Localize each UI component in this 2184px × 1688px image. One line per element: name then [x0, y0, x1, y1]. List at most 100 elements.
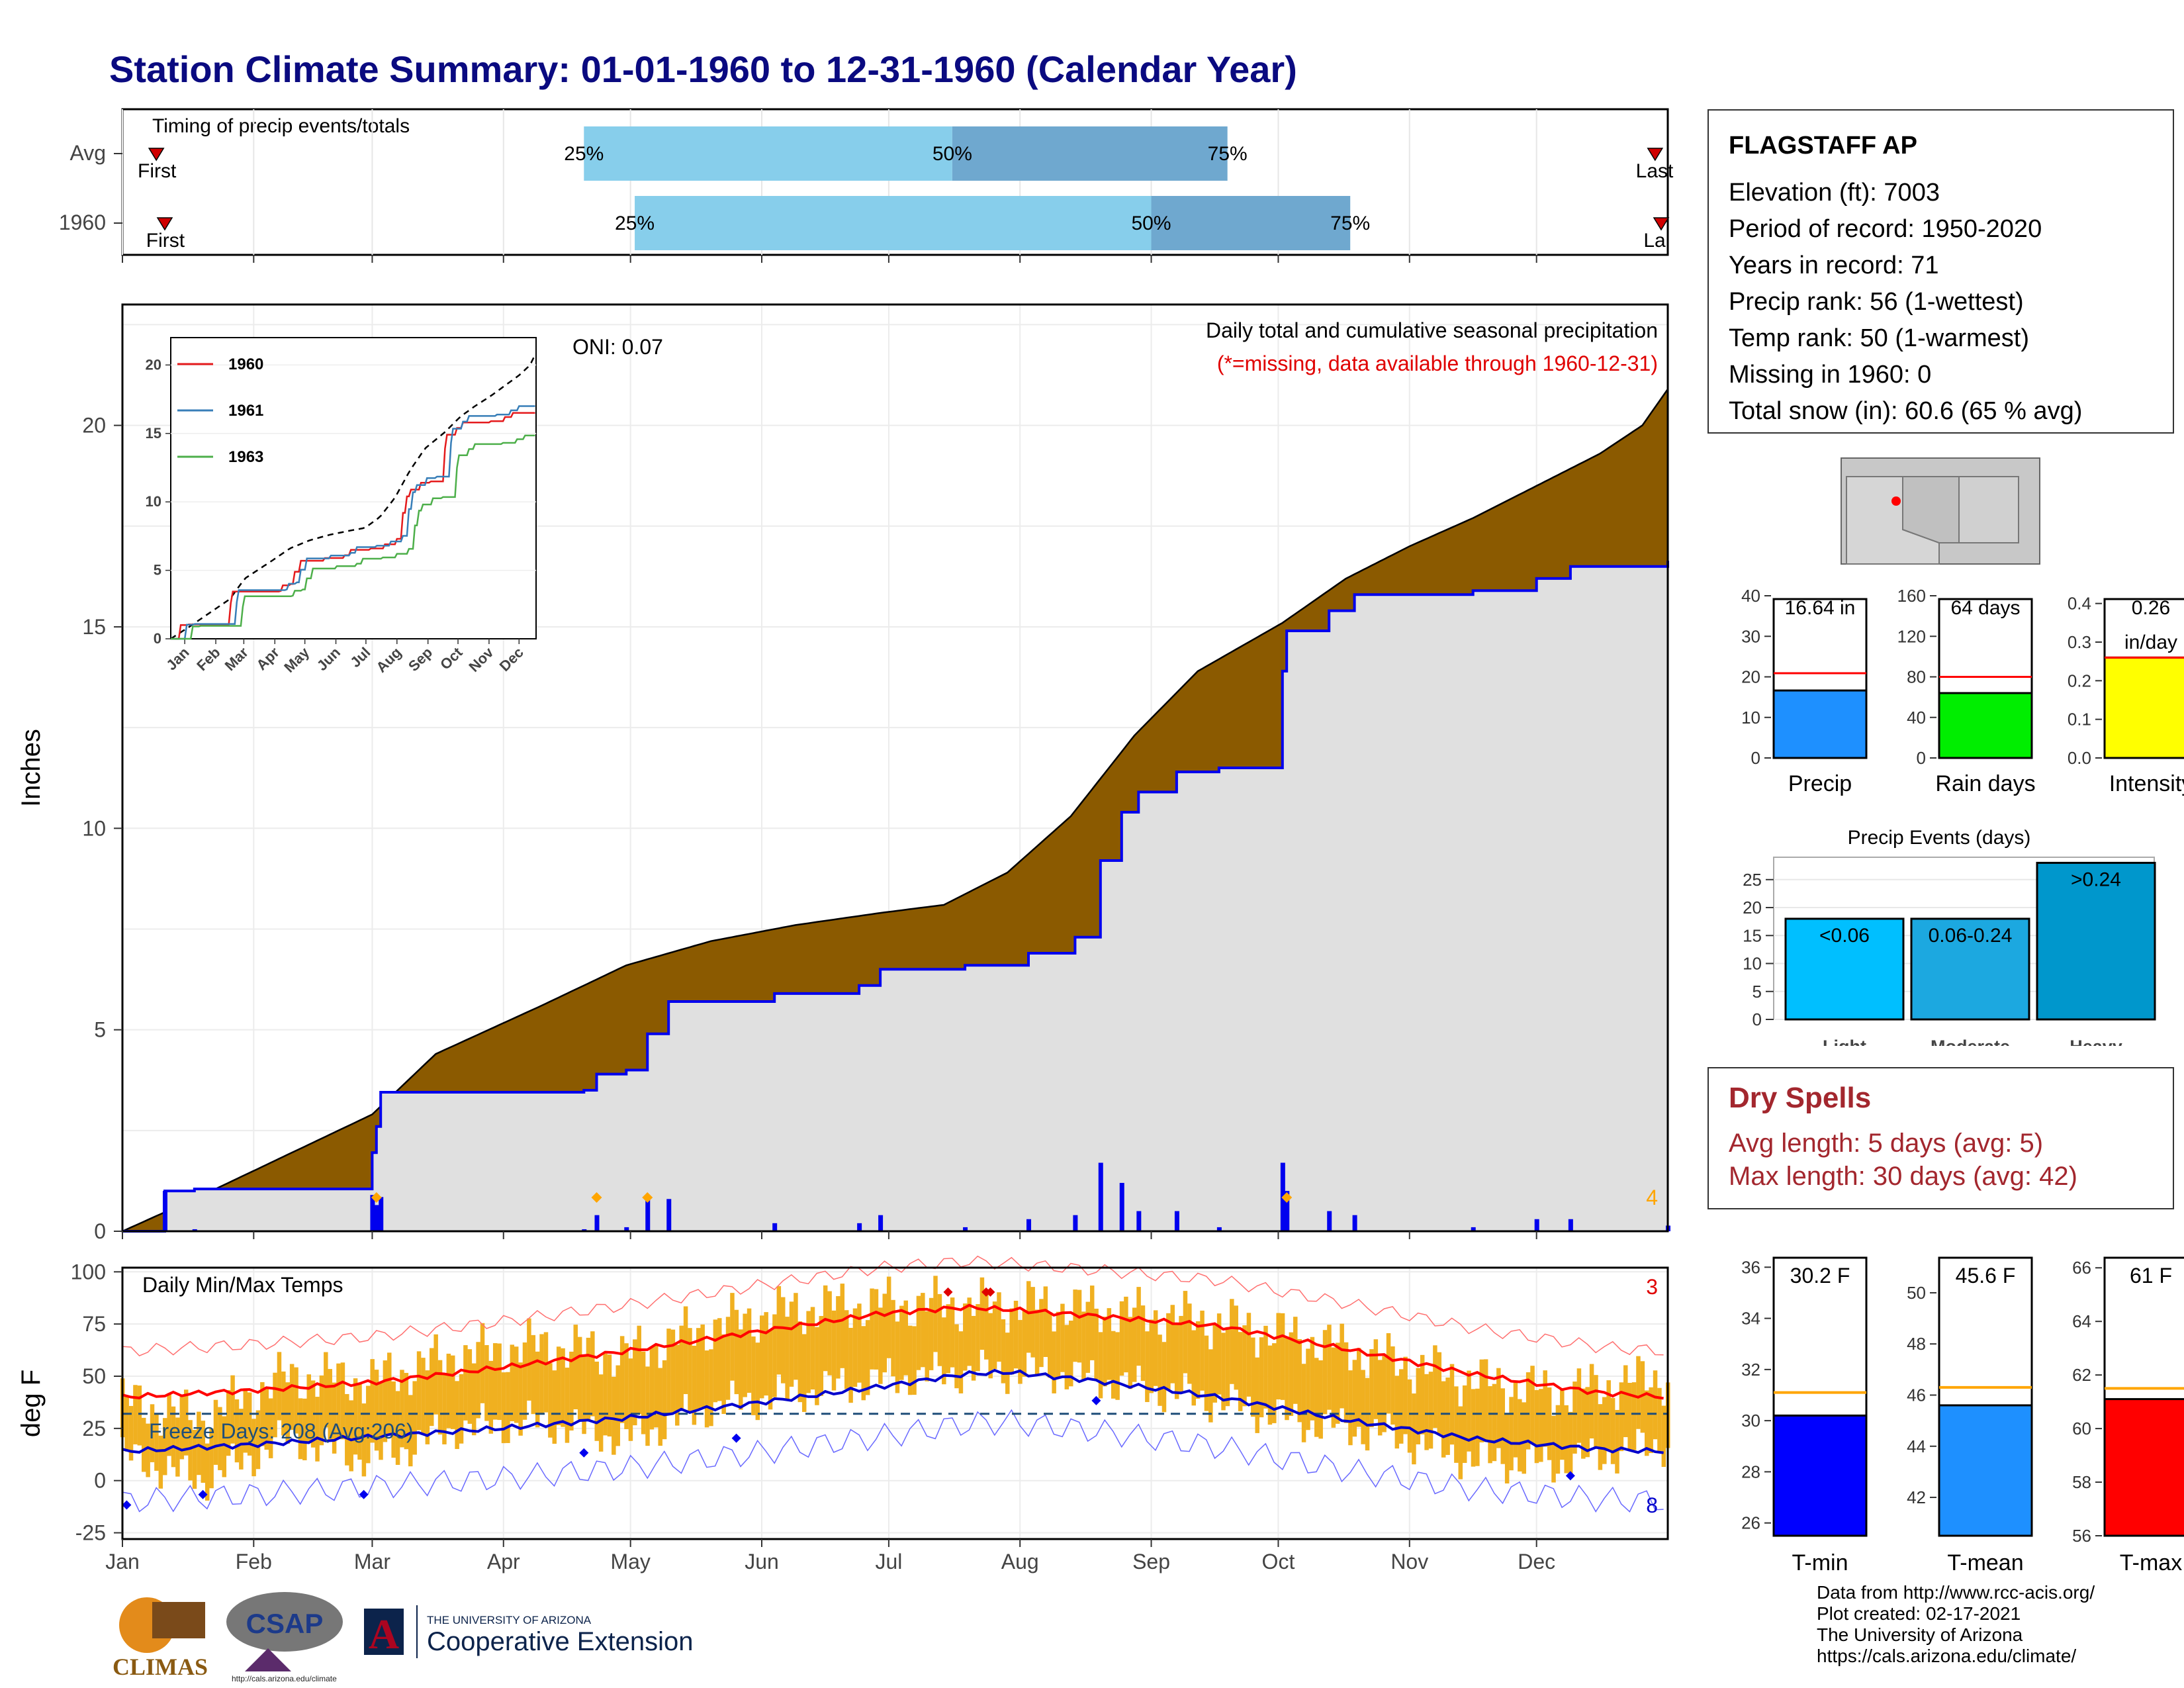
- daily-precip-bar: [645, 1195, 651, 1231]
- daily-temp-bar: [717, 1318, 722, 1401]
- daily-temp-bar: [916, 1295, 921, 1370]
- inset-legend-label: 1960: [228, 355, 263, 373]
- daily-precip-bar: [624, 1227, 629, 1231]
- daily-temp-bar: [450, 1355, 455, 1429]
- daily-temp-bar: [328, 1369, 332, 1442]
- daily-temp-bar: [861, 1326, 866, 1401]
- location-map: [1841, 457, 2040, 565]
- avg-max-line: [122, 1303, 1664, 1400]
- stat-tick-label: 0.4: [2068, 594, 2091, 614]
- daily-temp-bar: [1576, 1368, 1582, 1443]
- tstat-tick-label: 56: [2072, 1526, 2091, 1546]
- record-low-marker: [198, 1489, 208, 1499]
- daily-temp-bar: [1230, 1299, 1234, 1384]
- station-info-box: FLAGSTAFF AP Elevation (ft): 7003 Period…: [1707, 109, 2174, 434]
- daily-temp-bar: [1449, 1364, 1455, 1445]
- daily-temp-bar: [1255, 1357, 1259, 1433]
- last-event-marker: [1647, 148, 1664, 162]
- daily-temp-bar: [183, 1389, 189, 1456]
- daily-temp-bar: [645, 1366, 650, 1446]
- daily-temp-bar: [852, 1308, 858, 1387]
- daily-temp-bar: [425, 1370, 430, 1444]
- daily-temp-bar: [1394, 1376, 1400, 1449]
- daily-temp-bar: [476, 1342, 480, 1419]
- year-cumulative-line: [122, 561, 1669, 1233]
- first-event-marker: [148, 148, 165, 162]
- stat-value-label: 16.64 in: [1785, 597, 1856, 619]
- daily-temp-bar: [1183, 1291, 1188, 1374]
- daily-temp-bar: [654, 1344, 659, 1428]
- stat-label: Intensity: [2109, 771, 2184, 796]
- daily-temp-bar: [1005, 1333, 1010, 1394]
- daily-temp-bar: [1293, 1317, 1298, 1404]
- daily-temp-bar: [361, 1403, 367, 1477]
- daily-temp-bar: [1052, 1331, 1056, 1393]
- daily-temp-bar: [484, 1345, 489, 1421]
- precip-ytick-label: 5: [94, 1018, 106, 1042]
- events-chart: Precip Events (days) 0 5 10 15 20 25 <0.06 Ligh…: [1743, 827, 2156, 1046]
- tstat-tick-label: 46: [1907, 1385, 1926, 1405]
- daily-temp-bar: [1398, 1369, 1404, 1444]
- record-min-line: [122, 1409, 1664, 1513]
- tstat-tick-label: 60: [2072, 1419, 2091, 1438]
- month-label: Apr: [487, 1550, 520, 1573]
- daily-temp-bar: [1030, 1287, 1035, 1358]
- daily-temp-bar: [1420, 1354, 1425, 1434]
- stat-tick-label: 30: [1741, 626, 1760, 646]
- station-info-line: Missing in 1960: 0: [1729, 361, 1932, 389]
- daily-temp-bar: [501, 1372, 506, 1444]
- daily-temp-bar: [1009, 1308, 1014, 1375]
- daily-precip-bar: [857, 1223, 862, 1231]
- tstat-tick-label: 34: [1741, 1309, 1760, 1329]
- daily-precip-bar: [1073, 1215, 1078, 1231]
- precip-note: Daily total and cumulative seasonal prec…: [1206, 318, 1658, 342]
- daily-temp-bar: [1534, 1389, 1539, 1464]
- daily-temp-bar: [594, 1361, 599, 1441]
- daily-temp-bar: [395, 1391, 400, 1465]
- daily-temp-bar: [1285, 1338, 1289, 1421]
- daily-temp-bar: [590, 1331, 595, 1417]
- daily-temp-bar: [789, 1301, 794, 1387]
- daily-temp-bar: [1115, 1332, 1120, 1400]
- daily-temp-bar: [222, 1416, 227, 1477]
- stat-tick-label: 0.1: [2068, 710, 2091, 729]
- daily-temp-bar: [734, 1309, 739, 1395]
- events-bar-label: <0.06: [1819, 925, 1870, 947]
- temp-ylabel: deg F: [17, 1370, 46, 1437]
- daily-precip-bar: [162, 1191, 167, 1231]
- daily-temp-bar: [1373, 1339, 1379, 1419]
- last-event-label: Last: [1636, 160, 1674, 182]
- daily-temp-bar: [1513, 1381, 1518, 1458]
- daily-temp-bar: [823, 1285, 828, 1372]
- daily-temp-bar: [1166, 1313, 1171, 1390]
- daily-temp-bar: [895, 1321, 900, 1393]
- daily-temp-bar: [827, 1291, 832, 1376]
- record-low-marker: [579, 1448, 589, 1458]
- daily-temp-bar: [865, 1320, 870, 1395]
- daily-temp-bar: [298, 1398, 303, 1460]
- daily-temp-bar: [1306, 1348, 1310, 1430]
- daily-temp-bar: [1615, 1409, 1619, 1474]
- daily-temp-bar: [1547, 1387, 1552, 1460]
- daily-temp-bar: [1073, 1289, 1077, 1362]
- daily-temp-bar: [332, 1382, 337, 1454]
- month-label: Feb: [236, 1550, 272, 1573]
- daily-temp-bar: [251, 1419, 256, 1477]
- daily-temp-bar: [582, 1354, 586, 1434]
- daily-temp-bar: [539, 1334, 544, 1414]
- extreme-precip-marker: [371, 1192, 382, 1203]
- daily-temp-bar: [565, 1368, 570, 1443]
- record-high-marker: [985, 1287, 995, 1297]
- daily-temp-bar: [1145, 1331, 1150, 1403]
- daily-precip-bar: [666, 1199, 672, 1231]
- daily-temp-bar: [1458, 1406, 1463, 1479]
- daily-temp-bar: [1242, 1325, 1247, 1407]
- inset-series-line: [171, 405, 535, 640]
- daily-precip-bar: [374, 1205, 379, 1231]
- daily-temp-bar: [374, 1370, 379, 1451]
- record-high-marker: [943, 1287, 953, 1297]
- daily-temp-bar: [903, 1300, 908, 1376]
- daily-temp-bar: [1331, 1347, 1336, 1428]
- daily-temp-bar: [1234, 1305, 1238, 1390]
- daily-precip-bar: [1285, 1191, 1290, 1231]
